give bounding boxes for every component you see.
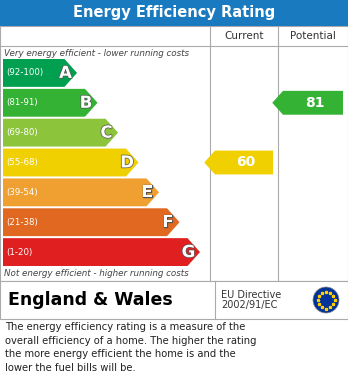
Polygon shape [3,119,118,147]
Polygon shape [3,178,159,206]
Text: A: A [59,64,72,82]
Text: 81: 81 [305,96,325,110]
Text: G: G [182,243,195,261]
Text: Current: Current [224,31,264,41]
Text: (1-20): (1-20) [6,248,32,256]
Text: (55-68): (55-68) [6,158,38,167]
Polygon shape [272,91,343,115]
Text: (39-54): (39-54) [6,188,38,197]
Text: Potential: Potential [290,31,336,41]
Text: England & Wales: England & Wales [8,291,173,309]
Polygon shape [3,149,139,176]
Text: Not energy efficient - higher running costs: Not energy efficient - higher running co… [4,269,189,278]
Text: B: B [80,94,92,112]
Polygon shape [204,151,273,174]
Text: E: E [142,183,153,201]
Text: The energy efficiency rating is a measure of the
overall efficiency of a home. T: The energy efficiency rating is a measur… [5,322,256,373]
Bar [0,26,348,281]
Text: C: C [100,124,113,142]
Polygon shape [3,89,97,117]
Polygon shape [3,238,200,266]
Text: (92-100): (92-100) [6,68,43,77]
Text: D: D [120,154,134,172]
Text: Energy Efficiency Rating: Energy Efficiency Rating [73,5,275,20]
Text: 60: 60 [236,156,256,170]
Circle shape [313,287,339,313]
Text: 2002/91/EC: 2002/91/EC [221,300,277,310]
Text: EU Directive: EU Directive [221,290,281,300]
Polygon shape [3,208,180,236]
Text: (69-80): (69-80) [6,128,38,137]
Text: F: F [162,213,174,231]
Text: (81-91): (81-91) [6,98,38,107]
Polygon shape [3,59,77,87]
Text: (21-38): (21-38) [6,218,38,227]
Bar [0,0,348,26]
Bar [0,281,348,319]
Text: Very energy efficient - lower running costs: Very energy efficient - lower running co… [4,49,189,58]
